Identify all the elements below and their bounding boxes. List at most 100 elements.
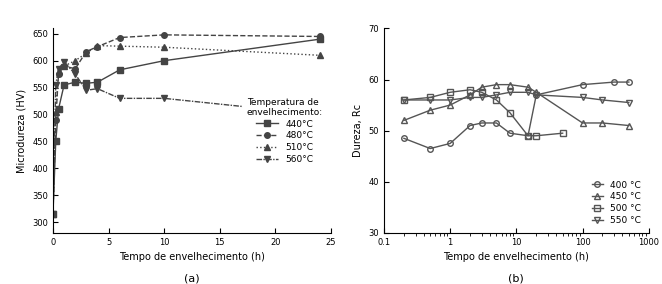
440°C	[316, 37, 324, 41]
550 °C	[524, 91, 532, 94]
500 °C	[559, 131, 567, 135]
450 °C	[532, 91, 540, 94]
550 °C	[466, 96, 474, 99]
400 °C	[524, 134, 532, 137]
500 °C	[400, 98, 408, 102]
500 °C	[478, 91, 486, 94]
440°C	[54, 107, 62, 111]
450 °C	[400, 119, 408, 122]
550 °C	[400, 98, 408, 102]
500 °C	[446, 91, 454, 94]
Text: (a): (a)	[184, 273, 200, 283]
480°C	[71, 67, 79, 70]
Y-axis label: Dureza, Rc: Dureza, Rc	[353, 104, 363, 157]
550 °C	[478, 96, 486, 99]
510°C	[116, 45, 124, 48]
450 °C	[426, 108, 434, 112]
560°C	[93, 87, 101, 90]
400 °C	[532, 93, 540, 97]
560°C	[116, 97, 124, 100]
500 °C	[524, 134, 532, 137]
500 °C	[506, 111, 514, 114]
Line: 560°C: 560°C	[50, 59, 322, 217]
480°C	[52, 118, 60, 122]
Line: 550 °C: 550 °C	[401, 89, 632, 105]
400 °C	[478, 121, 486, 125]
550 °C	[493, 93, 500, 97]
400 °C	[610, 80, 618, 84]
440°C	[116, 68, 124, 72]
500 °C	[426, 96, 434, 99]
510°C	[49, 212, 57, 216]
480°C	[49, 212, 57, 216]
450 °C	[466, 93, 474, 97]
400 °C	[426, 147, 434, 150]
550 °C	[532, 93, 540, 97]
550 °C	[579, 96, 587, 99]
560°C	[160, 97, 168, 100]
400 °C	[625, 80, 633, 84]
Legend: 440°C, 480°C, 510°C, 560°C: 440°C, 480°C, 510°C, 560°C	[243, 94, 326, 167]
450 °C	[506, 83, 514, 86]
450 °C	[446, 103, 454, 107]
560°C	[60, 60, 68, 63]
510°C	[60, 64, 68, 68]
550 °C	[426, 98, 434, 102]
Line: 450 °C: 450 °C	[401, 82, 632, 128]
450 °C	[493, 83, 500, 86]
450 °C	[478, 85, 486, 89]
510°C	[52, 110, 60, 114]
550 °C	[506, 91, 514, 94]
440°C	[60, 83, 68, 87]
550 °C	[625, 101, 633, 104]
510°C	[71, 59, 79, 62]
500 °C	[493, 98, 500, 102]
450 °C	[625, 124, 633, 127]
560°C	[71, 72, 79, 76]
550 °C	[598, 98, 606, 102]
Line: 480°C: 480°C	[50, 32, 322, 217]
510°C	[82, 51, 90, 55]
510°C	[93, 44, 101, 47]
480°C	[316, 35, 324, 38]
Line: 440°C: 440°C	[50, 36, 322, 217]
480°C	[93, 45, 101, 48]
500 °C	[532, 134, 540, 137]
440°C	[93, 80, 101, 84]
450 °C	[598, 121, 606, 125]
500 °C	[466, 88, 474, 91]
400 °C	[466, 124, 474, 127]
400 °C	[506, 131, 514, 135]
440°C	[49, 212, 57, 216]
480°C	[54, 72, 62, 76]
560°C	[54, 67, 62, 70]
Text: (b): (b)	[508, 273, 524, 283]
Line: 400 °C: 400 °C	[401, 79, 632, 151]
480°C	[160, 33, 168, 37]
450 °C	[524, 85, 532, 89]
450 °C	[579, 121, 587, 125]
510°C	[160, 45, 168, 49]
560°C	[49, 212, 57, 216]
Legend: 400 °C, 450 °C, 500 °C, 550 °C: 400 °C, 450 °C, 500 °C, 550 °C	[588, 177, 644, 228]
510°C	[316, 54, 324, 57]
Y-axis label: Microdureza (HV): Microdureza (HV)	[17, 89, 26, 173]
Line: 510°C: 510°C	[50, 43, 322, 217]
510°C	[54, 70, 62, 73]
400 °C	[400, 137, 408, 140]
Line: 500 °C: 500 °C	[401, 87, 565, 139]
480°C	[82, 50, 90, 53]
560°C	[316, 113, 324, 116]
440°C	[82, 82, 90, 85]
440°C	[52, 140, 60, 143]
400 °C	[493, 121, 500, 125]
480°C	[60, 64, 68, 68]
550 °C	[446, 98, 454, 102]
440°C	[71, 80, 79, 84]
X-axis label: Tempo de envelhecimento (h): Tempo de envelhecimento (h)	[119, 252, 265, 262]
X-axis label: Tempo de envelhecimento (h): Tempo de envelhecimento (h)	[444, 252, 589, 262]
440°C	[160, 59, 168, 62]
480°C	[116, 36, 124, 39]
400 °C	[579, 83, 587, 86]
400 °C	[446, 142, 454, 145]
